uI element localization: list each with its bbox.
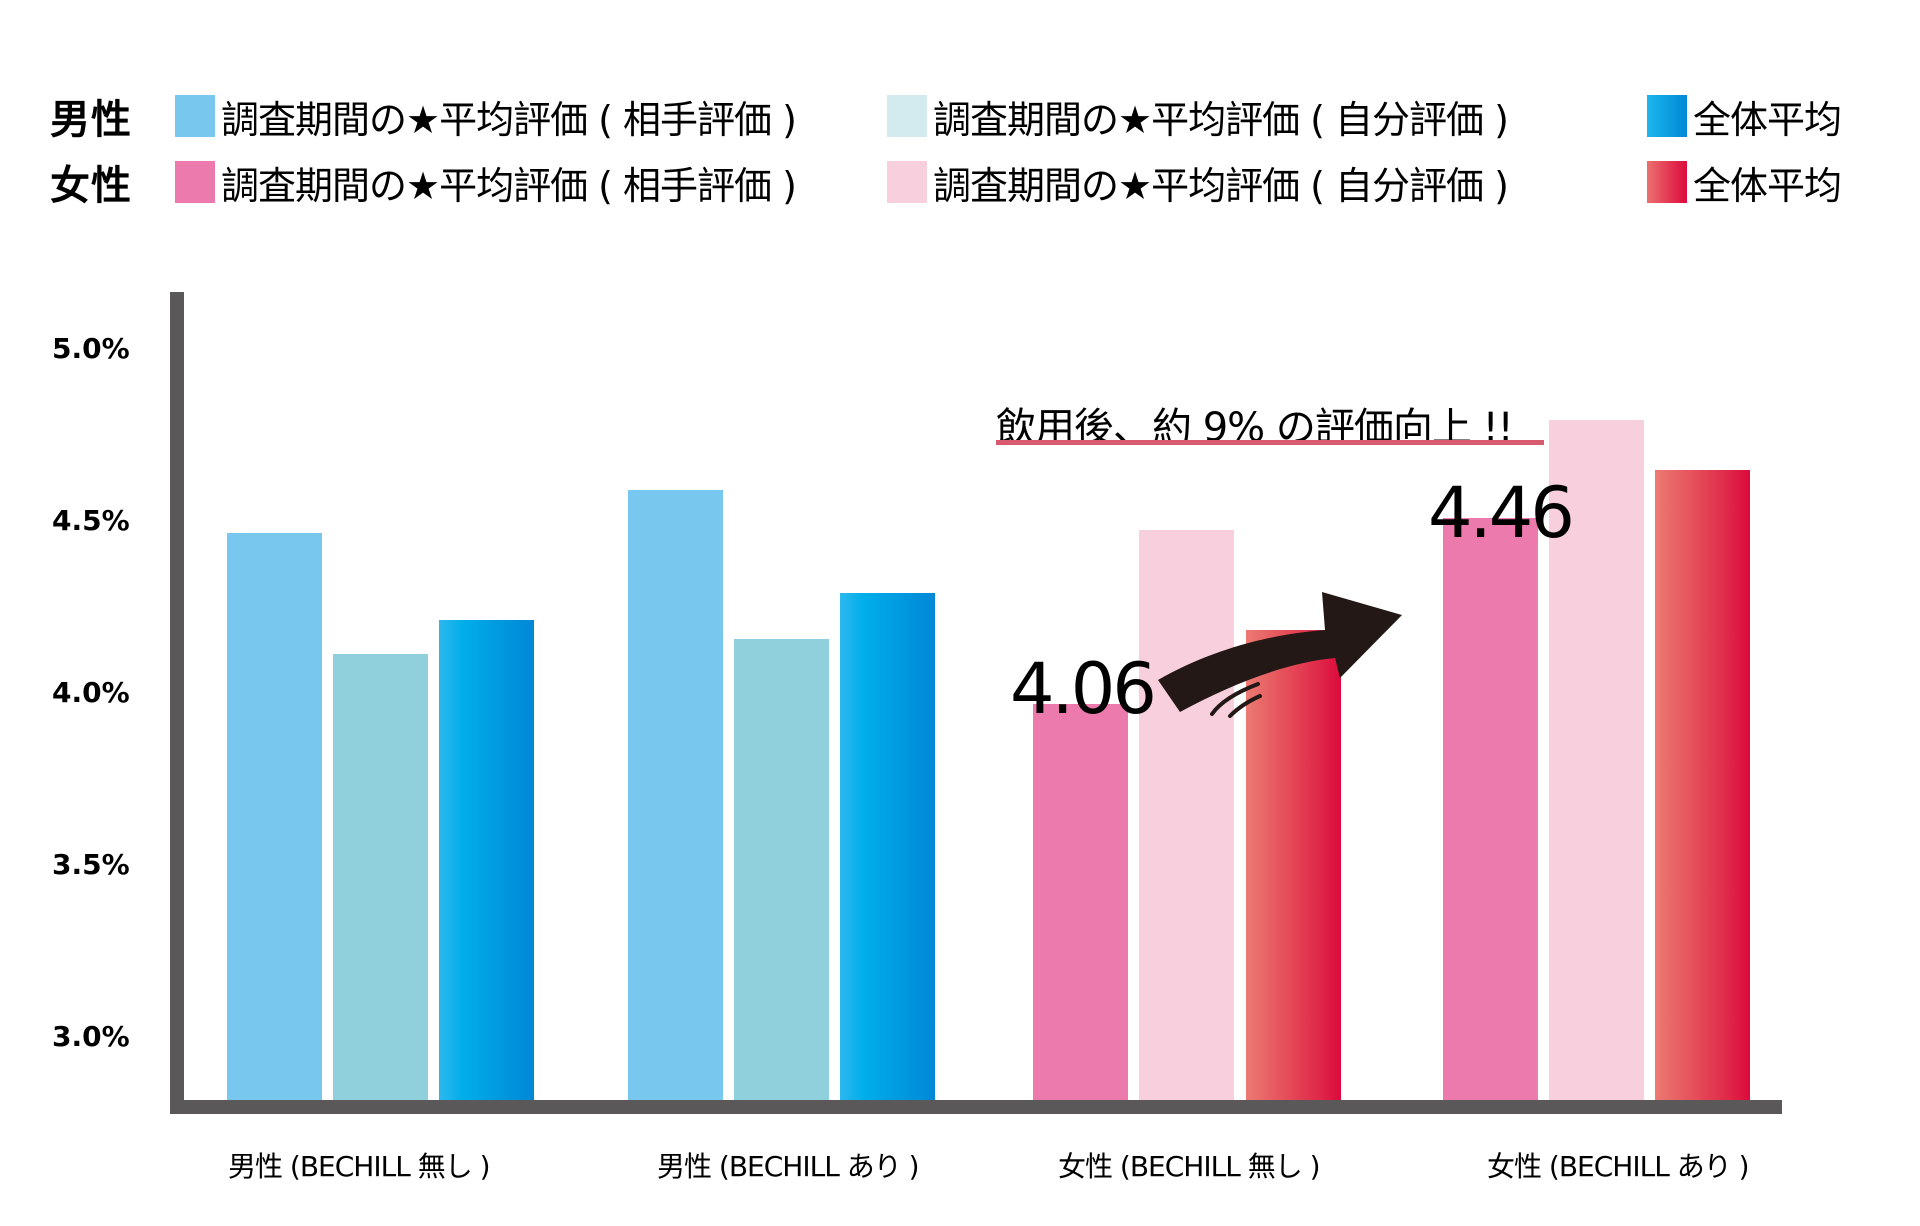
legend-item-female-partner: 調査期間の★平均評価 ( 相手評価 ) <box>175 155 887 210</box>
bar-female-yes-partner <box>1443 518 1538 1100</box>
legend-item-female-self: 調査期間の★平均評価 ( 自分評価 ) <box>887 155 1647 210</box>
legend-label: 調査期間の★平均評価 ( 相手評価 ) <box>221 97 797 142</box>
legend-swatch-female-partner <box>175 161 215 203</box>
legend-swatch-male-total <box>1647 95 1687 137</box>
legend-item-male-total: 全体平均 <box>1647 89 1842 144</box>
legend-row-male: 男性 調査期間の★平均評価 ( 相手評価 ) 調査期間の★平均評価 ( 自分評価… <box>50 86 1842 146</box>
legend-label: 調査期間の★平均評価 ( 相手評価 ) <box>221 163 797 208</box>
bar-female-yes-total <box>1655 470 1750 1100</box>
legend-swatch-male-self <box>887 95 927 137</box>
y-tick-4-5: 4.5% <box>52 504 130 537</box>
bar-male-no-total <box>439 620 534 1100</box>
legend-swatch-female-total <box>1647 161 1687 203</box>
bar-male-yes-partner <box>628 490 723 1100</box>
legend-label: 調査期間の★平均評価 ( 自分評価 ) <box>933 163 1509 208</box>
bar-male-no-self <box>333 654 428 1100</box>
legend-label: 全体平均 <box>1693 163 1842 208</box>
y-axis-line <box>170 292 184 1114</box>
legend-label: 全体平均 <box>1693 97 1842 142</box>
annotation-underline <box>996 440 1544 445</box>
legend-row-female: 女性 調査期間の★平均評価 ( 相手評価 ) 調査期間の★平均評価 ( 自分評価… <box>50 152 1842 212</box>
bar-female-no-partner <box>1033 704 1128 1100</box>
bar-male-yes-self <box>734 639 829 1100</box>
legend-gender-female: 女性 <box>50 163 132 209</box>
y-tick-4-0: 4.0% <box>52 676 130 709</box>
bar-female-no-self <box>1139 530 1234 1100</box>
legend-item-male-self: 調査期間の★平均評価 ( 自分評価 ) <box>887 89 1647 144</box>
bar-male-no-partner <box>227 533 322 1100</box>
legend-item-male-partner: 調査期間の★平均評価 ( 相手評価 ) <box>175 89 887 144</box>
up-arrow-icon <box>1158 592 1402 718</box>
x-label-male-no: 男性 (BECHILL 無し ) <box>228 1150 491 1183</box>
x-label-female-yes: 女性 (BECHILL あり ) <box>1487 1150 1750 1183</box>
legend-swatch-female-self <box>887 161 927 203</box>
legend-label: 調査期間の★平均評価 ( 自分評価 ) <box>933 97 1509 142</box>
value-label-before: 4.06 <box>1010 648 1157 730</box>
bar-female-no-total <box>1246 630 1341 1100</box>
y-tick-3-5: 3.5% <box>52 848 130 881</box>
y-tick-5-0: 5.0% <box>52 332 130 365</box>
bar-female-yes-self <box>1549 420 1644 1100</box>
value-label-after: 4.46 <box>1428 472 1575 554</box>
x-axis-line <box>170 1100 1782 1114</box>
x-label-male-yes: 男性 (BECHILL あり ) <box>657 1150 920 1183</box>
x-label-female-no: 女性 (BECHILL 無し ) <box>1058 1150 1321 1183</box>
y-tick-3-0: 3.0% <box>52 1020 130 1053</box>
legend-item-female-total: 全体平均 <box>1647 155 1842 210</box>
legend-swatch-male-partner <box>175 95 215 137</box>
legend-gender-male: 男性 <box>50 97 132 143</box>
bar-male-yes-total <box>840 593 935 1100</box>
